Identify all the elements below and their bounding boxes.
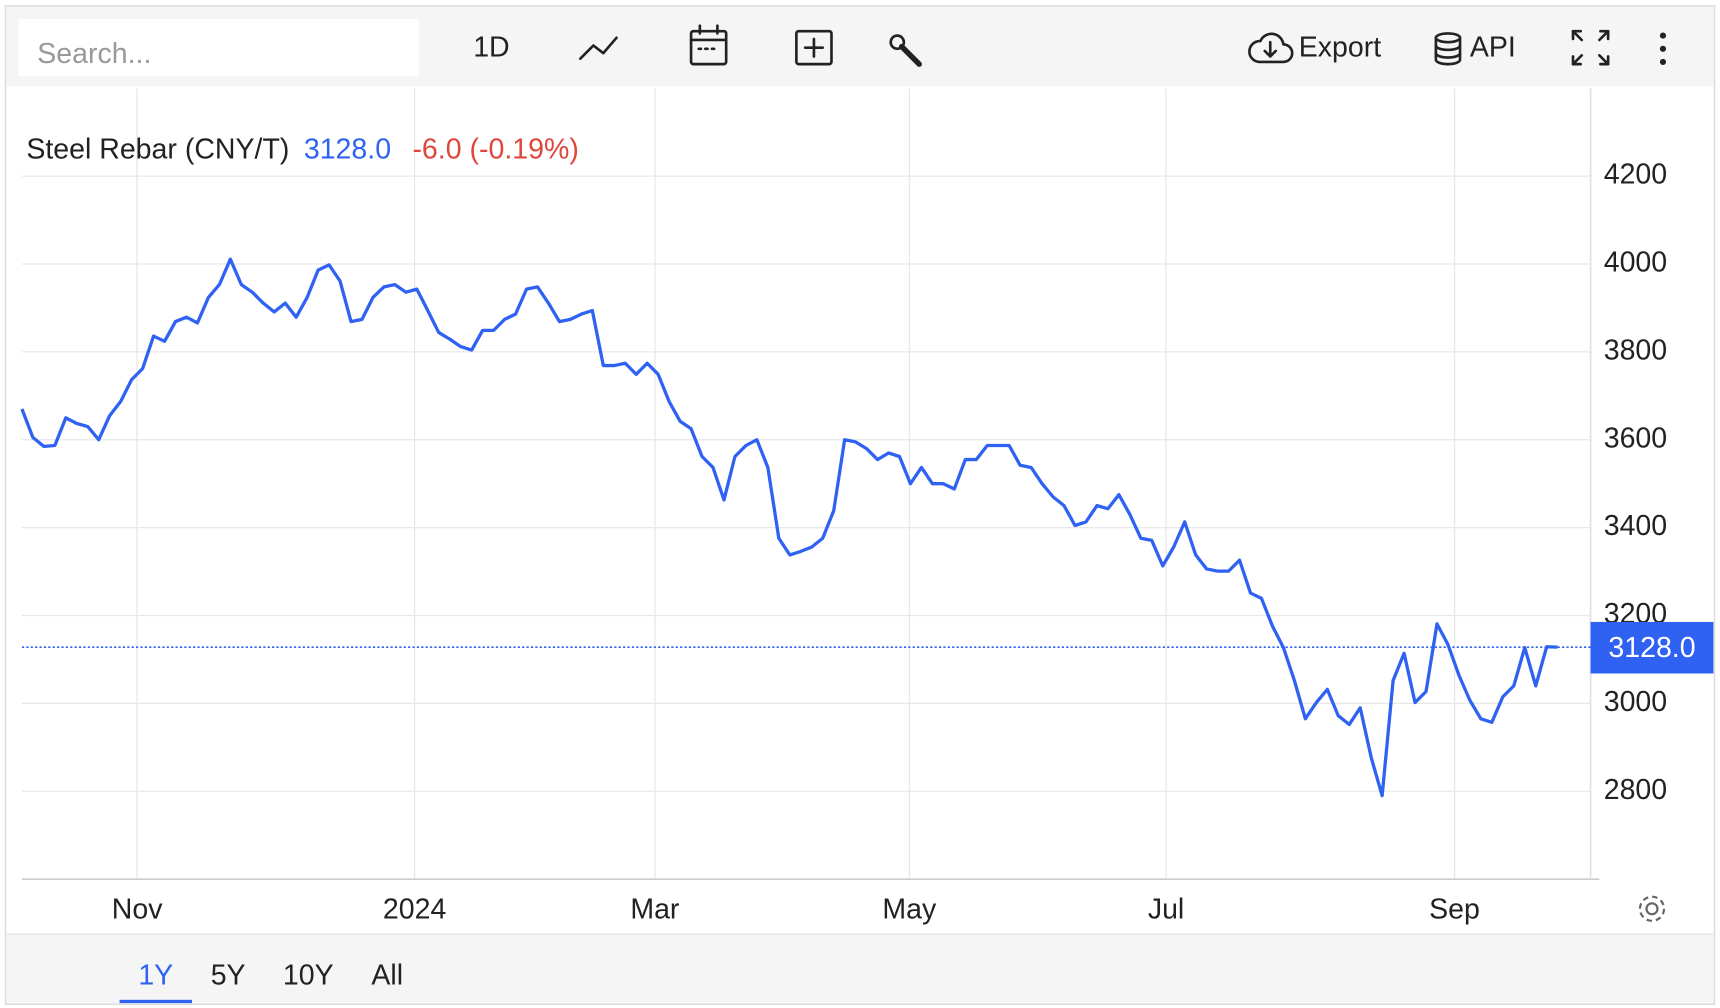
- compare-icon[interactable]: [795, 29, 833, 66]
- export-button[interactable]: Export: [1299, 31, 1381, 63]
- chart-title: Steel Rebar (CNY/T): [26, 133, 289, 165]
- api-icon[interactable]: [1434, 32, 1462, 66]
- y-tick-label: 3800: [1604, 334, 1667, 366]
- x-tick-label: Jul: [1148, 893, 1184, 925]
- line-type-icon[interactable]: [578, 36, 618, 60]
- range-button[interactable]: 10Y: [283, 959, 334, 991]
- range-underline: [119, 999, 192, 1004]
- settings-icon[interactable]: [1638, 895, 1666, 922]
- menu-icon[interactable]: [1659, 32, 1667, 66]
- price-line: [20, 257, 1558, 798]
- last-price-badge: [1590, 621, 1714, 674]
- x-tick-label: 2024: [383, 893, 447, 925]
- x-tick-label: May: [882, 893, 937, 925]
- x-tick-label: Nov: [112, 893, 163, 925]
- last-price: 3128.0: [304, 133, 391, 165]
- y-tick-label: 4200: [1604, 159, 1667, 191]
- range-button[interactable]: 5Y: [211, 959, 246, 991]
- y-tick-label: 3400: [1604, 510, 1667, 542]
- api-button[interactable]: API: [1470, 31, 1516, 63]
- search-placeholder[interactable]: Search...: [37, 38, 151, 70]
- price-change: -6.0 (-0.19%): [412, 133, 578, 165]
- y-tick-label: 2800: [1604, 774, 1667, 806]
- tools-icon[interactable]: [889, 34, 922, 67]
- export-icon[interactable]: [1248, 32, 1294, 64]
- fullscreen-icon[interactable]: [1571, 29, 1610, 66]
- x-tick-label: Mar: [630, 893, 680, 925]
- search-box[interactable]: [18, 19, 420, 77]
- x-tick-label: Sep: [1429, 893, 1480, 925]
- last-price-badge-label: 3128.0: [1608, 632, 1695, 664]
- range-button[interactable]: 1Y: [138, 959, 173, 991]
- calendar-icon[interactable]: [689, 24, 728, 66]
- interval-button[interactable]: 1D: [473, 31, 509, 63]
- y-tick-label: 3600: [1604, 422, 1667, 454]
- frame: [4, 5, 1716, 1006]
- y-tick-label: 3000: [1604, 686, 1667, 718]
- range-bar: [6, 934, 1714, 1004]
- range-button[interactable]: All: [371, 959, 403, 991]
- y-tick-label: 4000: [1604, 247, 1667, 279]
